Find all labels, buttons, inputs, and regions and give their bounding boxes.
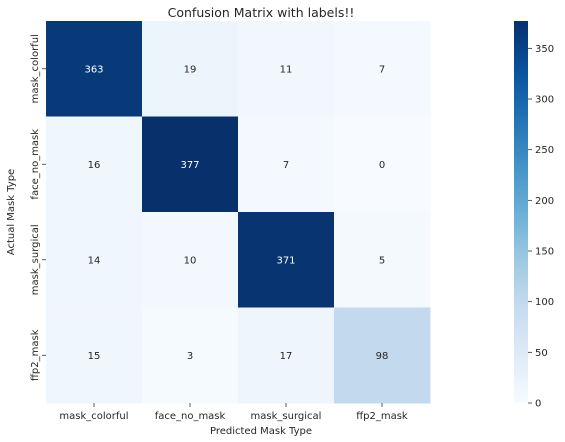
cell-value-label: 7 xyxy=(283,160,289,171)
x-axis-ticks: mask_colorful face_no_mask mask_surgical ff… xyxy=(59,403,408,422)
heatmap-cell xyxy=(46,307,143,404)
chart-title: Confusion Matrix with labels!! xyxy=(168,5,355,20)
y-tick-label: ffp2_mask xyxy=(30,329,41,381)
heatmap-cell xyxy=(142,21,239,117)
cell-value-label: 11 xyxy=(280,64,293,75)
colorbar-tick-label: 150 xyxy=(535,247,554,258)
colorbar-tick-label: 0 xyxy=(535,399,541,410)
cell-value-label: 98 xyxy=(376,351,389,362)
heatmap-cell xyxy=(142,116,239,213)
heatmap-cell xyxy=(46,212,143,308)
cell-value-label: 19 xyxy=(184,64,197,75)
heatmap-cell xyxy=(334,212,431,308)
heatmap-cell xyxy=(238,21,335,117)
heatmap-cell xyxy=(334,21,431,117)
y-tick-label: mask_surgical xyxy=(30,224,41,295)
cell-value-label: 363 xyxy=(84,64,103,75)
x-tick-label: mask_colorful xyxy=(59,411,128,422)
colorbar-gradient xyxy=(514,21,528,403)
heatmap-cells: 363 19 11 7 16 377 7 0 14 10 371 5 15 3 17 98 xyxy=(46,21,431,404)
x-tick-label: mask_surgical xyxy=(251,411,322,422)
heatmap-cell xyxy=(238,116,335,213)
colorbar-tick-label: 300 xyxy=(535,95,554,106)
cell-value-label: 0 xyxy=(379,160,385,171)
cell-value-label: 17 xyxy=(280,351,293,362)
cell-value-label: 7 xyxy=(379,64,385,75)
x-tick-label: face_no_mask xyxy=(155,411,226,422)
y-axis-ticks: mask_colorful face_no_mask mask_surgicalff… xyxy=(30,34,46,381)
y-tick-label: face_no_mask xyxy=(30,129,41,200)
x-axis-label: Predicted Mask Type xyxy=(210,426,312,437)
y-tick-label: mask_colorful xyxy=(30,34,41,103)
x-tick-label: ffp2_mask xyxy=(356,411,408,422)
heatmap-cell xyxy=(46,21,143,117)
colorbar-tick-label: 50 xyxy=(535,348,548,359)
cell-value-label: 371 xyxy=(276,255,295,266)
cell-value-label: 14 xyxy=(88,255,101,266)
cell-value-label: 5 xyxy=(379,255,385,266)
cell-value-label: 3 xyxy=(187,351,193,362)
heatmap-cell xyxy=(46,116,143,213)
heatmap-cell xyxy=(142,212,239,308)
colorbar-tick-label: 350 xyxy=(535,44,554,55)
heatmap-cell xyxy=(334,116,431,213)
heatmap-cell xyxy=(142,307,239,404)
y-axis-label: Actual Mask Type xyxy=(6,169,17,255)
cell-value-label: 15 xyxy=(88,351,101,362)
cell-value-label: 16 xyxy=(88,160,101,171)
heatmap-cell xyxy=(238,307,335,404)
colorbar: 0 50 100 150 200 250 300 350 xyxy=(514,21,554,410)
heatmap-cell xyxy=(238,212,335,308)
cell-value-label: 377 xyxy=(180,160,199,171)
colorbar-tick-label: 100 xyxy=(535,297,554,308)
cell-value-label: 10 xyxy=(184,255,197,266)
heatmap-cell xyxy=(334,307,431,404)
colorbar-tick-label: 200 xyxy=(535,196,554,207)
colorbar-tick-label: 250 xyxy=(535,145,554,156)
